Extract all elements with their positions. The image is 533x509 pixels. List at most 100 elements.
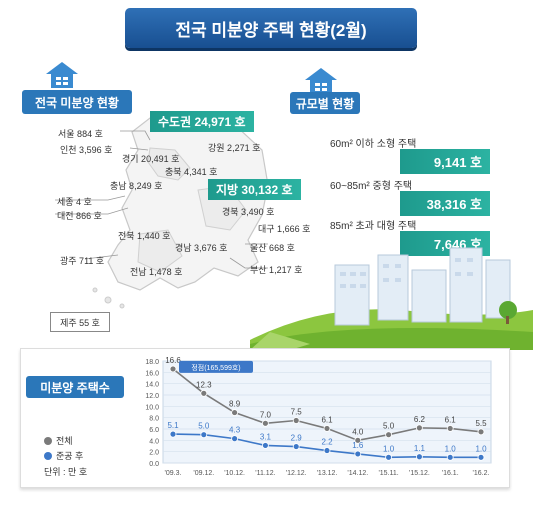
city-chungbuk: 충북 4,341 호 (165, 167, 218, 177)
data-label: 7.5 (291, 408, 303, 417)
data-point-total (323, 425, 331, 432)
city-jeonbuk: 전북 1,440 호 (118, 231, 171, 241)
size-value-medium: 38,316 호 (400, 191, 490, 216)
y-tick-label: 12.0 (145, 393, 159, 400)
data-label: 4.3 (229, 426, 241, 435)
data-point-total (261, 419, 269, 427)
data-label: 6.1 (321, 415, 333, 424)
house-icon (46, 62, 78, 88)
y-tick-label: 18.0 (145, 359, 159, 366)
y-tick-label: 16.0 (145, 370, 159, 377)
data-label: 1.0 (445, 444, 457, 453)
line-chart: 0.0 2.0 4.0 6.0 8.0 10.0 12.0 14.0 16.0 18.0 '09.3… (145, 356, 492, 477)
size-label-large: 85m² 초과 대형 주택 (330, 221, 417, 232)
count-section-label: 미분양 주택수 (26, 376, 124, 398)
data-point-total (231, 409, 239, 416)
city-seoul: 서울 884 호 (58, 129, 103, 139)
jeju-box: 제주 55 호 (50, 312, 110, 332)
data-point-total (169, 365, 177, 373)
unit-label: 단위 : 만 호 (44, 467, 88, 477)
city-gwangju: 광주 711 호 (60, 256, 105, 266)
legend-completed: 준공 후 (44, 449, 83, 462)
city-gyeonggi: 경기 20,491 호 (122, 154, 180, 164)
y-tick-label: 14.0 (145, 382, 159, 389)
data-label: 1.1 (414, 444, 426, 453)
city-gyeongbuk: 경북 3,490 호 (222, 207, 275, 217)
legend-unit: 단위 : 만 호 (44, 465, 87, 478)
legend-total: 전체 (44, 434, 73, 447)
data-point-completed (385, 453, 393, 461)
region-local: 지방 30,132 호 (208, 179, 301, 200)
legend-total-marker (44, 436, 52, 445)
data-point-total (415, 424, 423, 432)
x-tick-label: '13.12. (317, 470, 338, 477)
y-tick-label: 4.0 (149, 438, 159, 445)
data-label: 3.1 (260, 432, 272, 441)
x-tick-label: '09.12. (193, 470, 214, 477)
city-busan: 부산 1,217 호 (250, 265, 303, 275)
city-daegu: 대구 1,666 호 (258, 224, 311, 234)
y-tick-label: 6.0 (149, 427, 159, 434)
x-tick-label: '10.12. (224, 470, 245, 477)
data-label: 1.6 (352, 441, 364, 450)
data-point-total (446, 425, 454, 432)
size-value-small: 9,141 호 (400, 149, 490, 174)
data-label: 2.9 (291, 434, 303, 443)
city-gyeongnam: 경남 3,676 호 (175, 243, 228, 253)
y-tick-label: 0.0 (149, 461, 159, 468)
data-label: 5.5 (475, 419, 487, 428)
x-tick-label: '12.12. (286, 470, 307, 477)
y-tick-label: 10.0 (145, 404, 159, 411)
peak-annotation-box (179, 360, 253, 373)
size-section-label: 규모별 현황 (290, 92, 360, 114)
data-point-completed (292, 443, 300, 450)
plot-area (162, 360, 492, 464)
house-icon (305, 68, 337, 94)
buildings-illustration (250, 247, 533, 350)
city-gangwon: 강원 2,271 호 (208, 143, 261, 153)
data-label: 2.2 (321, 438, 333, 447)
region-capital: 수도권 24,971 호 (150, 111, 254, 132)
x-tick-label: '14.12. (347, 470, 368, 477)
x-tick-label: '15.11. (378, 470, 398, 477)
x-tick-label: '09.3. (165, 470, 182, 477)
data-label: 4.0 (352, 427, 364, 436)
data-point-completed (446, 453, 454, 461)
data-point-completed (261, 442, 269, 449)
data-point-completed (231, 435, 239, 443)
peak-annotation: 정점(165,599호) (191, 363, 240, 372)
data-point-total (385, 431, 393, 439)
chart-panel: 0.0 2.0 4.0 6.0 8.0 10.0 12.0 14.0 16.0 18.0 '09.3… (20, 348, 510, 488)
city-ulsan: 울산 668 호 (250, 243, 295, 253)
data-point-completed (354, 450, 362, 458)
x-tick-label: '11.12. (255, 470, 275, 477)
x-tick-label: '16.1. (442, 470, 459, 477)
data-point-completed (477, 453, 485, 461)
data-label: 12.3 (196, 380, 212, 389)
size-label-medium: 60~85m² 중형 주택 (330, 181, 413, 192)
city-incheon: 인천 3,596 호 (60, 145, 113, 155)
size-label-small: 60m² 이하 소형 주택 (330, 139, 417, 150)
national-section-label: 전국 미분양 현황 (22, 90, 132, 114)
data-point-total (477, 428, 485, 436)
y-tick-label: 2.0 (149, 450, 159, 457)
legend-total-label: 전체 (56, 436, 73, 446)
data-point-total (354, 436, 362, 444)
data-label: 6.2 (414, 415, 426, 424)
data-label: 1.0 (383, 444, 395, 453)
page-title: 전국 미분양 주택 현황(2월) (125, 8, 417, 48)
data-point-completed (415, 453, 423, 461)
legend-completed-marker (44, 451, 52, 460)
data-point-total (292, 417, 300, 424)
x-tick-label: '15.12. (409, 470, 430, 477)
city-jeonnam: 전남 1,478 호 (130, 267, 183, 277)
data-label: 5.0 (383, 422, 395, 431)
legend-completed-label: 준공 후 (56, 451, 84, 461)
city-chungnam: 충남 8,249 호 (110, 181, 163, 191)
data-label: 1.0 (475, 444, 487, 453)
data-point-completed (200, 431, 208, 439)
data-label: 5.0 (198, 422, 210, 431)
y-tick-label: 8.0 (149, 416, 159, 423)
data-label: 7.0 (260, 410, 272, 419)
